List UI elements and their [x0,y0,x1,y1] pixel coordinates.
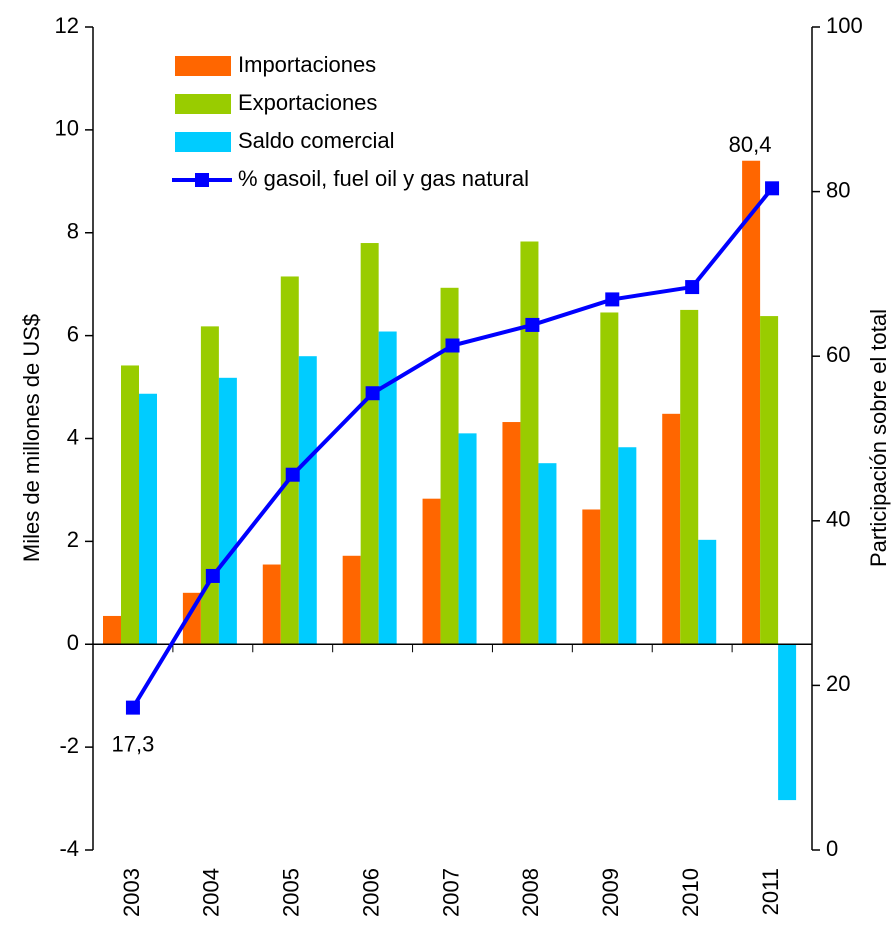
bar [103,615,121,645]
bar [422,498,441,645]
value-label: 17,3 [112,731,155,756]
x-tick-label: 2010 [678,868,703,917]
x-tick-label: 2004 [199,868,224,917]
y2-tick-label: 40 [826,507,850,532]
x-tick-label: 2005 [279,868,304,917]
bar [360,243,379,645]
bar [280,276,299,645]
y-tick-label: 2 [67,527,79,552]
bar [520,241,539,645]
y2-tick-label: 60 [826,342,850,367]
bar [458,433,477,645]
y2-tick-label: 20 [826,671,850,696]
bar [742,160,761,645]
value-label: 80,4 [729,132,772,157]
line-marker [445,338,460,353]
y-axis-label: Miles de millones de US$ [19,314,44,562]
legend-swatch [175,94,231,114]
y-tick-label: 12 [55,13,79,38]
y2-tick-label: 0 [826,836,838,861]
line-marker [605,292,620,307]
bar [582,509,601,645]
bar [502,422,521,645]
bar [378,331,397,645]
bar [218,377,237,645]
y-tick-label: -4 [59,836,79,861]
bar [760,316,779,645]
legend-swatch [175,56,231,76]
line-marker [765,181,780,196]
y2-tick-label: 100 [826,13,863,38]
bar [662,413,681,645]
bar [440,287,459,645]
y-tick-label: -2 [59,733,79,758]
y-tick-label: 4 [67,424,79,449]
bar [618,447,637,645]
line-marker [525,317,540,332]
x-tick-label: 2011 [758,868,783,915]
bar [262,564,281,645]
bar [538,463,557,645]
bar [200,326,219,645]
y-tick-label: 0 [67,630,79,655]
bar [298,356,317,645]
bar [121,365,139,645]
y-tick-label: 10 [55,116,79,141]
bar [342,555,361,645]
bar [139,393,157,645]
line-marker [205,568,220,583]
line-marker [365,386,380,401]
x-tick-label: 2007 [438,868,463,917]
legend-label: % gasoil, fuel oil y gas natural [238,166,529,191]
legend-label: Importaciones [238,52,376,77]
bar [698,539,717,645]
y2-axis-label: Participación sobre el total [866,309,891,567]
line-marker [285,467,300,482]
y-tick-label: 8 [67,219,79,244]
bar [600,312,619,645]
legend-marker [195,173,209,187]
legend-label: Exportaciones [238,90,377,115]
y-tick-label: 6 [67,321,79,346]
line-marker [685,280,700,295]
bar [680,309,699,645]
legend-swatch [175,132,231,152]
x-tick-label: 2009 [598,868,623,917]
x-tick-label: 2008 [518,868,543,917]
line-marker [125,700,140,715]
y2-tick-label: 80 [826,177,850,202]
bar [778,644,797,801]
x-tick-label: 2003 [119,868,144,917]
legend-label: Saldo comercial [238,128,395,153]
x-tick-label: 2006 [358,868,383,917]
